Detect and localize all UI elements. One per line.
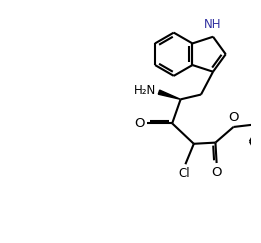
Text: O: O (134, 117, 145, 130)
Text: O: O (211, 166, 222, 179)
Text: NH: NH (204, 18, 222, 31)
Polygon shape (158, 90, 181, 99)
Text: H₂N: H₂N (134, 85, 156, 97)
Text: Cl: Cl (178, 167, 190, 180)
Text: O: O (228, 111, 239, 124)
